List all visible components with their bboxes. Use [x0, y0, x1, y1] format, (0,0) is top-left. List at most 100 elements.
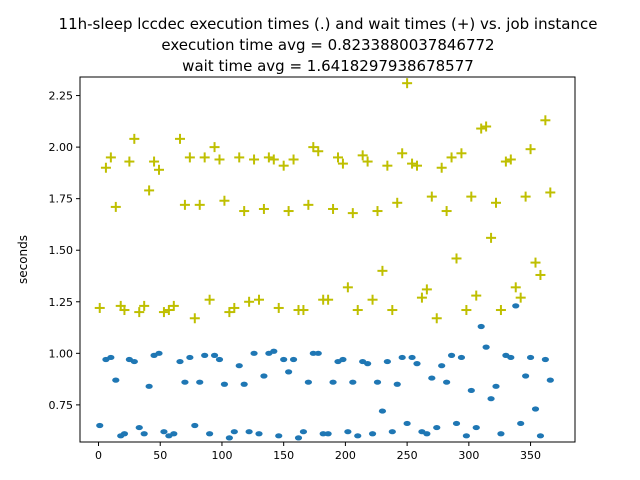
wait-time-point	[495, 305, 506, 316]
execution-time-point	[210, 352, 219, 358]
execution-time-point	[349, 379, 357, 385]
wait-time-point	[234, 152, 245, 163]
execution-time-point	[107, 354, 115, 361]
wait-time-point	[471, 290, 482, 301]
execution-time-point	[240, 381, 248, 387]
data-points	[94, 78, 556, 441]
wait-time-point	[490, 197, 501, 208]
execution-time-point	[546, 377, 554, 383]
wait-time-point	[184, 152, 195, 163]
execution-time-point	[270, 348, 278, 354]
wait-time-point	[397, 148, 408, 159]
x-tick-label: 100	[211, 449, 232, 462]
wait-time-point	[352, 305, 363, 316]
execution-time-point	[120, 431, 129, 437]
wait-time-point	[110, 201, 121, 212]
wait-time-point	[283, 206, 294, 217]
execution-time-point	[428, 375, 436, 381]
wait-time-point	[520, 191, 531, 202]
execution-time-point	[201, 352, 209, 358]
execution-time-point	[299, 429, 308, 435]
execution-time-point	[275, 433, 283, 439]
y-tick-label: 1.25	[49, 296, 74, 309]
execution-time-point	[130, 358, 138, 365]
wait-time-point	[357, 150, 368, 161]
y-axis: 0.75 1.00 1.25 1.50 1.75 2.00 2.25	[49, 90, 80, 412]
execution-time-point	[364, 361, 372, 367]
execution-time-point	[492, 383, 500, 389]
wait-time-point	[239, 206, 250, 217]
wait-time-point	[209, 142, 220, 153]
execution-time-point	[329, 379, 337, 385]
wait-time-point	[158, 307, 169, 318]
execution-time-point	[176, 358, 184, 365]
wait-time-point	[288, 154, 299, 165]
execution-time-point	[452, 420, 461, 427]
execution-time-point	[378, 408, 387, 414]
execution-time-point	[383, 358, 391, 365]
wait-time-point	[441, 206, 452, 217]
execution-time-point	[339, 356, 347, 363]
wait-time-point	[461, 305, 472, 316]
wait-time-point	[154, 164, 165, 175]
execution-time-point	[388, 429, 396, 435]
wait-time-point	[129, 133, 140, 144]
wait-time-point	[303, 199, 314, 210]
wait-time-point	[249, 154, 260, 165]
execution-time-point	[196, 379, 204, 385]
execution-time-point	[467, 387, 475, 394]
execution-time-point	[447, 352, 456, 358]
execution-time-point	[289, 356, 298, 363]
y-tick-label: 2.00	[49, 141, 74, 154]
chart-title-line-1: 11h-sleep lccdec execution times (.) and…	[59, 15, 598, 33]
wait-time-point	[278, 160, 289, 171]
execution-time-point	[443, 379, 451, 385]
wait-time-point	[446, 152, 457, 163]
execution-time-point	[135, 424, 143, 431]
wait-time-point	[476, 123, 487, 134]
wait-time-point	[253, 294, 264, 305]
execution-time-point	[245, 429, 253, 435]
execution-time-point	[423, 431, 431, 437]
wait-time-point	[362, 156, 373, 167]
execution-time-point	[225, 435, 233, 441]
execution-time-point	[255, 431, 263, 437]
wait-time-point	[328, 203, 339, 214]
x-tick-label: 250	[397, 449, 418, 462]
execution-time-point	[477, 323, 485, 330]
execution-time-point	[487, 396, 495, 402]
execution-time-point	[324, 431, 332, 437]
execution-time-point	[408, 354, 416, 361]
execution-time-point	[482, 344, 490, 350]
wait-time-point	[100, 162, 111, 173]
execution-time-point	[230, 429, 238, 435]
execution-time-point	[433, 424, 441, 431]
x-tick-label: 0	[95, 449, 102, 462]
y-tick-label: 1.75	[49, 193, 74, 206]
execution-time-point	[344, 429, 352, 435]
wait-time-point	[273, 302, 284, 313]
execution-time-point	[413, 361, 421, 367]
wait-time-point	[387, 305, 398, 316]
execution-time-point	[497, 431, 505, 437]
wait-time-point	[189, 313, 200, 324]
wait-time-point	[411, 160, 422, 171]
wait-time-point	[219, 195, 230, 206]
execution-time-point	[472, 424, 480, 431]
wait-time-point	[431, 313, 442, 324]
wait-time-point	[149, 156, 160, 167]
plot-area	[79, 76, 576, 443]
wait-time-point	[144, 185, 155, 196]
wait-time-point	[451, 253, 462, 264]
execution-time-point	[512, 303, 520, 309]
execution-time-point	[215, 356, 224, 363]
execution-time-point	[260, 373, 268, 379]
execution-time-point	[526, 354, 535, 361]
wait-time-point	[372, 206, 383, 217]
execution-time-point	[220, 381, 229, 387]
x-tick-label: 50	[153, 449, 167, 462]
wait-time-point	[342, 282, 353, 293]
wait-time-point	[540, 115, 551, 126]
execution-time-point	[170, 431, 178, 437]
wait-time-point	[486, 232, 497, 243]
